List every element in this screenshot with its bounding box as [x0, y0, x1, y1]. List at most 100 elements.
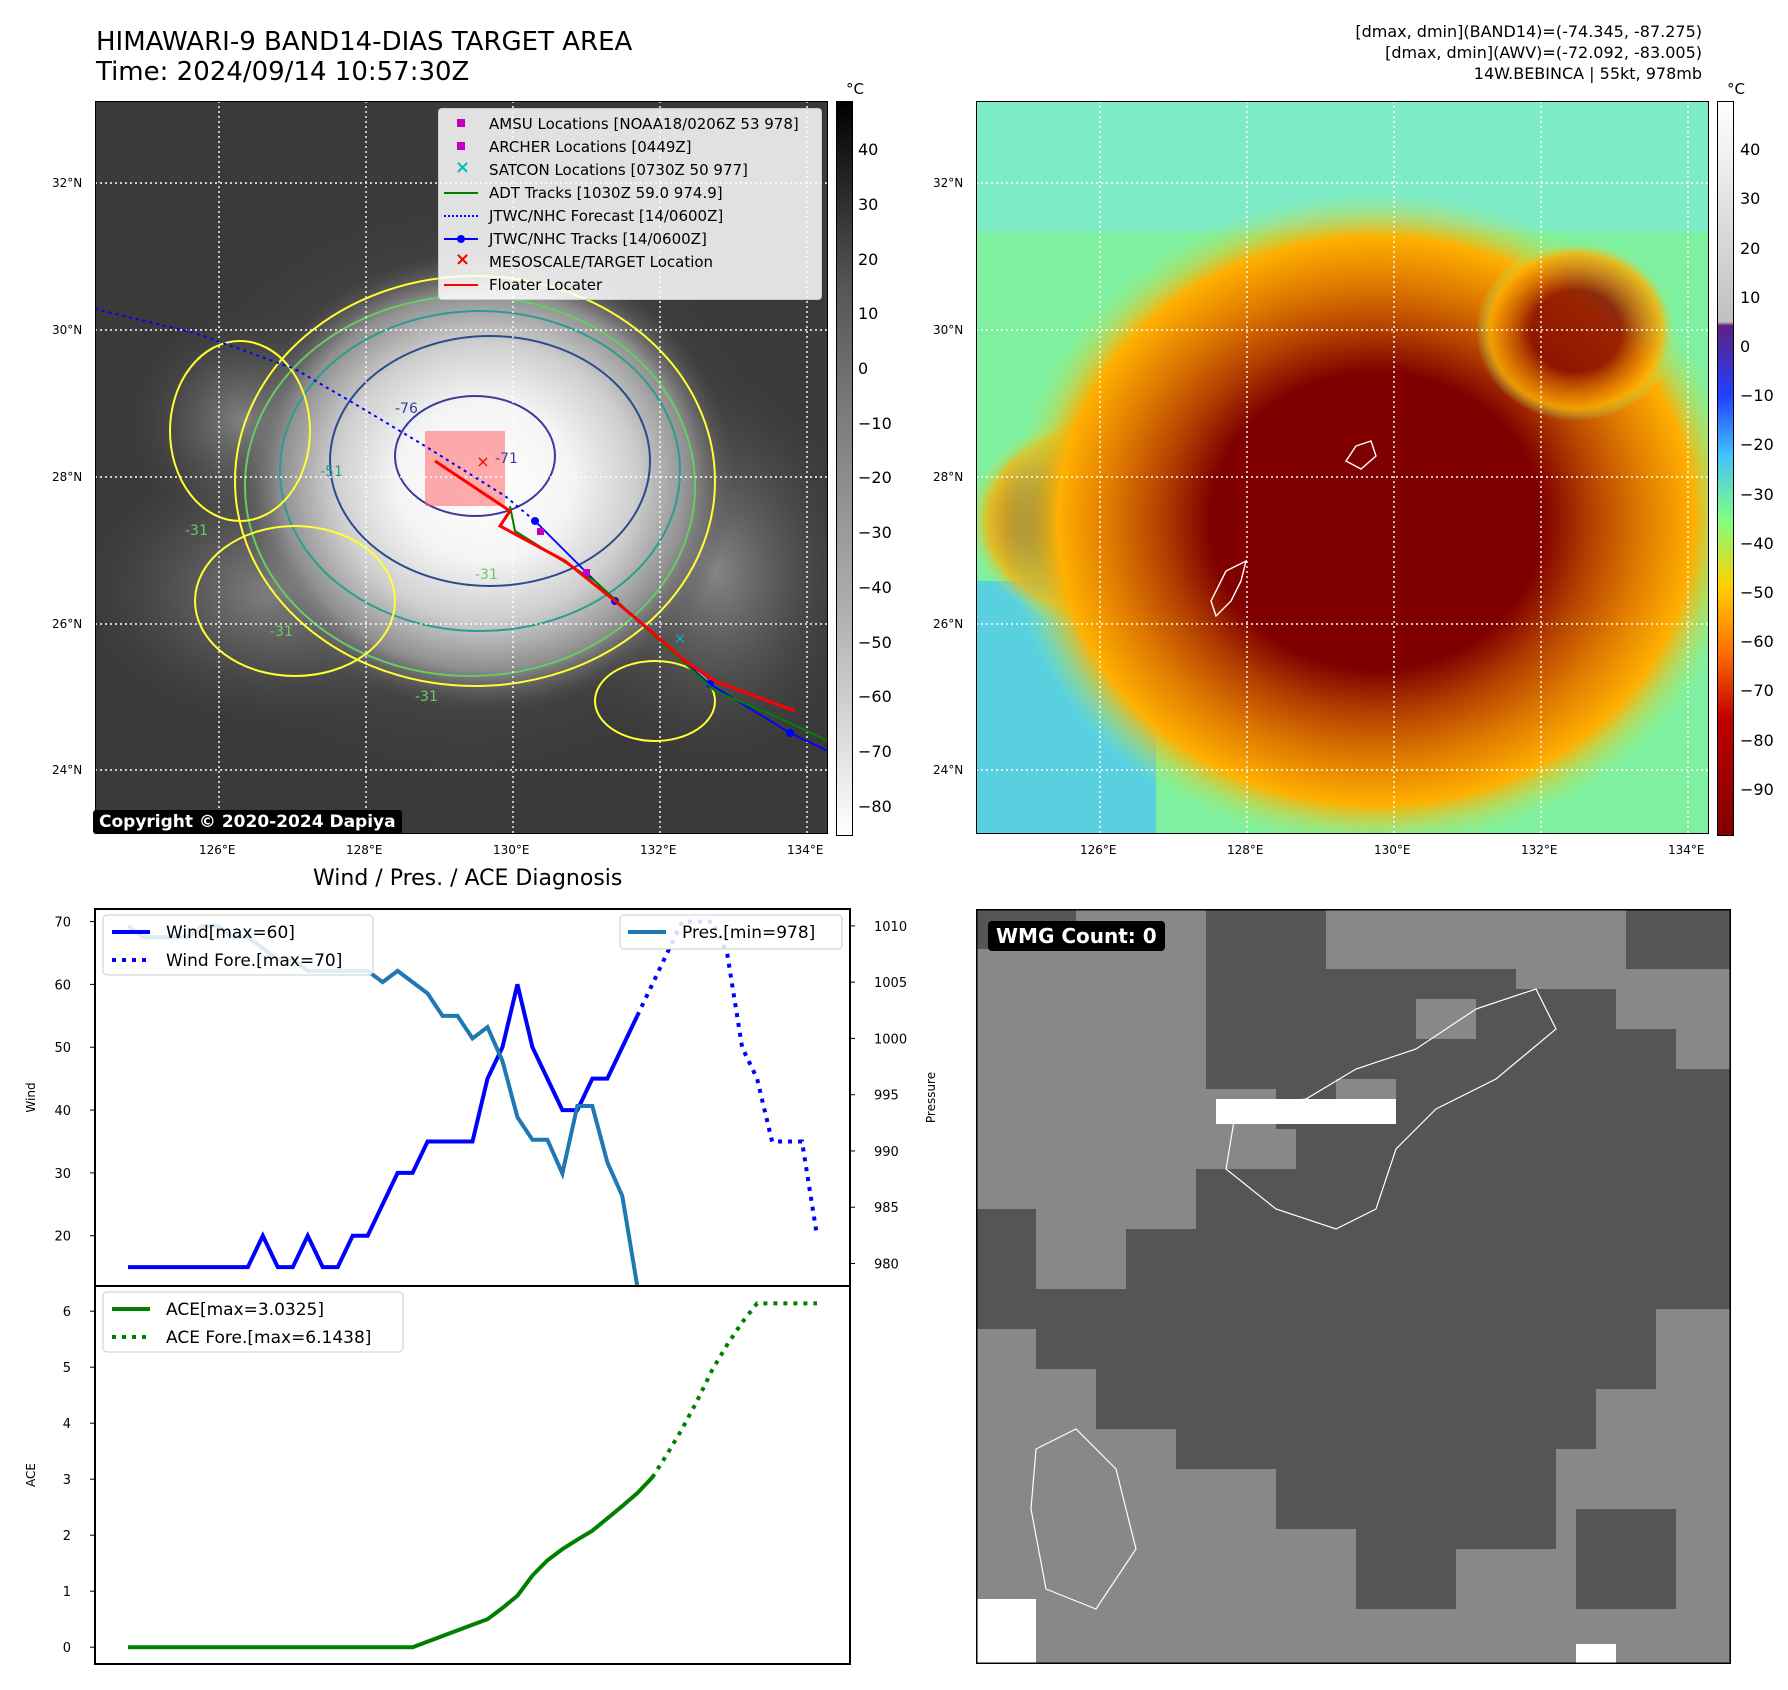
- legend-label: ARCHER Locations [0449Z]: [489, 138, 692, 156]
- legend-label: JTWC/NHC Forecast [14/0600Z]: [489, 207, 724, 225]
- chart-time: Time: 2024/09/14 10:57:30Z: [96, 57, 470, 87]
- lon-label: 126°E: [1080, 843, 1117, 857]
- colorbar-tick-label: −90: [1740, 779, 1774, 799]
- ace-legend-label: ACE[max=3.0325]: [166, 1300, 324, 1320]
- pressure-legend-label: Pres.[min=978]: [682, 923, 815, 943]
- pressure-tick-label: 1000: [874, 1032, 907, 1047]
- colorbar-tick-label: 10: [1740, 287, 1761, 307]
- ace-panel-frame: [94, 1285, 851, 1665]
- colorbar-tick-label: −20: [858, 468, 892, 488]
- contour-label: -76: [395, 401, 418, 417]
- ace-axis-label: ACE: [24, 1463, 38, 1487]
- legend-entry: × MESOSCALE/TARGET Location: [439, 249, 819, 273]
- colorbar-unit: °C: [1727, 80, 1745, 98]
- lat-label: 24°N: [52, 763, 83, 777]
- adt-line-icon: [444, 192, 478, 194]
- pressure-tick-label: 1010: [874, 920, 907, 935]
- lat-label: 30°N: [52, 323, 83, 337]
- lon-label: 134°E: [1668, 843, 1705, 857]
- colorbar-tick-label: −20: [1740, 435, 1774, 455]
- ace-series-line: [128, 1476, 654, 1650]
- target-marker-icon: ×: [455, 249, 471, 270]
- ace-legend: [102, 1291, 404, 1353]
- legend-entry: × SATCON Locations [0730Z 50 977]: [439, 157, 819, 181]
- lat-label: 26°N: [52, 617, 83, 631]
- contour-label: -31: [185, 523, 208, 539]
- pressure-tick-label: 980: [874, 1257, 899, 1272]
- lon-label: 128°E: [346, 843, 383, 857]
- colorbar-tick-label: −50: [858, 632, 892, 652]
- colorbar-tick-label: 30: [1740, 189, 1761, 209]
- pressure-tick-label: 985: [874, 1201, 899, 1216]
- colorbar-tick-label: −40: [858, 577, 892, 597]
- archer-marker-icon: [457, 142, 465, 150]
- ace-forecast-legend-label: ACE Fore.[max=6.1438]: [166, 1328, 371, 1348]
- colorbar-tick-label: 0: [858, 359, 869, 379]
- ace-forecast-line: [650, 1301, 817, 1479]
- colorbar-tick-label: −80: [858, 796, 892, 816]
- wind-legend: [102, 914, 374, 976]
- wind-tick-label: 70: [54, 916, 71, 931]
- diagnosis-title: Wind / Pres. / ACE Diagnosis: [313, 866, 623, 891]
- colorbar-tick-label: −30: [1740, 484, 1774, 504]
- pressure-tick-label: 1005: [874, 976, 907, 991]
- colorbar-tick-label: −40: [1740, 533, 1774, 553]
- ace-tick-label: 2: [63, 1529, 71, 1544]
- wmg-panel: [976, 909, 1731, 1664]
- lat-label: 32°N: [933, 176, 964, 190]
- legend-entry: JTWC/NHC Tracks [14/0600Z]: [439, 228, 819, 250]
- satcon-marker-icon: ×: [455, 157, 471, 178]
- ace-tick-label: 6: [63, 1305, 71, 1320]
- colorbar-tick-label: 40: [858, 140, 879, 160]
- pressure-axis-label: Pressure: [924, 1072, 938, 1123]
- legend-entry: AMSU Locations [NOAA18/0206Z 53 978]: [439, 113, 819, 135]
- contour-label: -31: [475, 567, 498, 583]
- ace-tick-label: 4: [63, 1417, 71, 1432]
- wind-tick-label: 20: [54, 1230, 71, 1245]
- amsu-marker-icon: [457, 119, 465, 127]
- colorbar-tick-label: −60: [858, 687, 892, 707]
- wind-forecast-legend-label: Wind Fore.[max=70]: [166, 951, 342, 971]
- right-ir-map: [976, 101, 1709, 834]
- legend-entry: JTWC/NHC Forecast [14/0600Z]: [439, 205, 819, 227]
- colorbar-tick-label: 0: [1740, 336, 1751, 356]
- forecast-line-icon: [444, 215, 478, 217]
- contour-label: -31: [415, 689, 438, 705]
- colorbar-tick-label: 30: [858, 194, 879, 214]
- pressure-tick-label: 990: [874, 1145, 899, 1160]
- colorbar-tick-label: −60: [1740, 632, 1774, 652]
- floater-line-icon: [444, 284, 478, 286]
- lat-label: 24°N: [933, 763, 964, 777]
- left-colorbar: [836, 101, 853, 836]
- legend-label: JTWC/NHC Tracks [14/0600Z]: [489, 230, 707, 248]
- ace-tick-label: 5: [63, 1361, 71, 1376]
- legend-label: ADT Tracks [1030Z 59.0 974.9]: [489, 184, 723, 202]
- ace-tick-label: 3: [63, 1473, 71, 1488]
- lon-label: 130°E: [1374, 843, 1411, 857]
- contour-label: -31: [270, 624, 293, 640]
- wind-legend-label: Wind[max=60]: [166, 923, 295, 943]
- lon-label: 132°E: [1521, 843, 1558, 857]
- copyright-label: Copyright © 2020-2024 Dapiya: [93, 810, 402, 834]
- wind-tick-label: 40: [54, 1104, 71, 1119]
- chart-title: HIMAWARI-9 BAND14-DIAS TARGET AREA: [96, 27, 633, 57]
- colorbar-tick-label: −10: [1740, 386, 1774, 406]
- svg-text:×: ×: [476, 452, 489, 471]
- pressure-legend: [619, 914, 843, 950]
- ace-tick-label: 1: [63, 1585, 71, 1600]
- colorbar-tick-label: 20: [1740, 238, 1761, 258]
- right-colorbar: [1717, 101, 1734, 836]
- lon-label: 132°E: [640, 843, 677, 857]
- contour-label: -51: [320, 464, 343, 480]
- wind-axis-label: Wind: [24, 1082, 38, 1112]
- colorbar-tick-label: −70: [1740, 681, 1774, 701]
- wind-tick-label: 30: [54, 1167, 71, 1182]
- colorbar-unit: °C: [846, 80, 864, 98]
- lat-label: 30°N: [933, 323, 964, 337]
- colorbar-tick-label: 40: [1740, 140, 1761, 160]
- colorbar-tick-label: −30: [858, 523, 892, 543]
- colorbar-tick-label: 20: [858, 249, 879, 269]
- wmg-count-label: WMG Count: 0: [988, 921, 1165, 951]
- lon-label: 128°E: [1227, 843, 1264, 857]
- wind-series-line: [128, 983, 640, 1270]
